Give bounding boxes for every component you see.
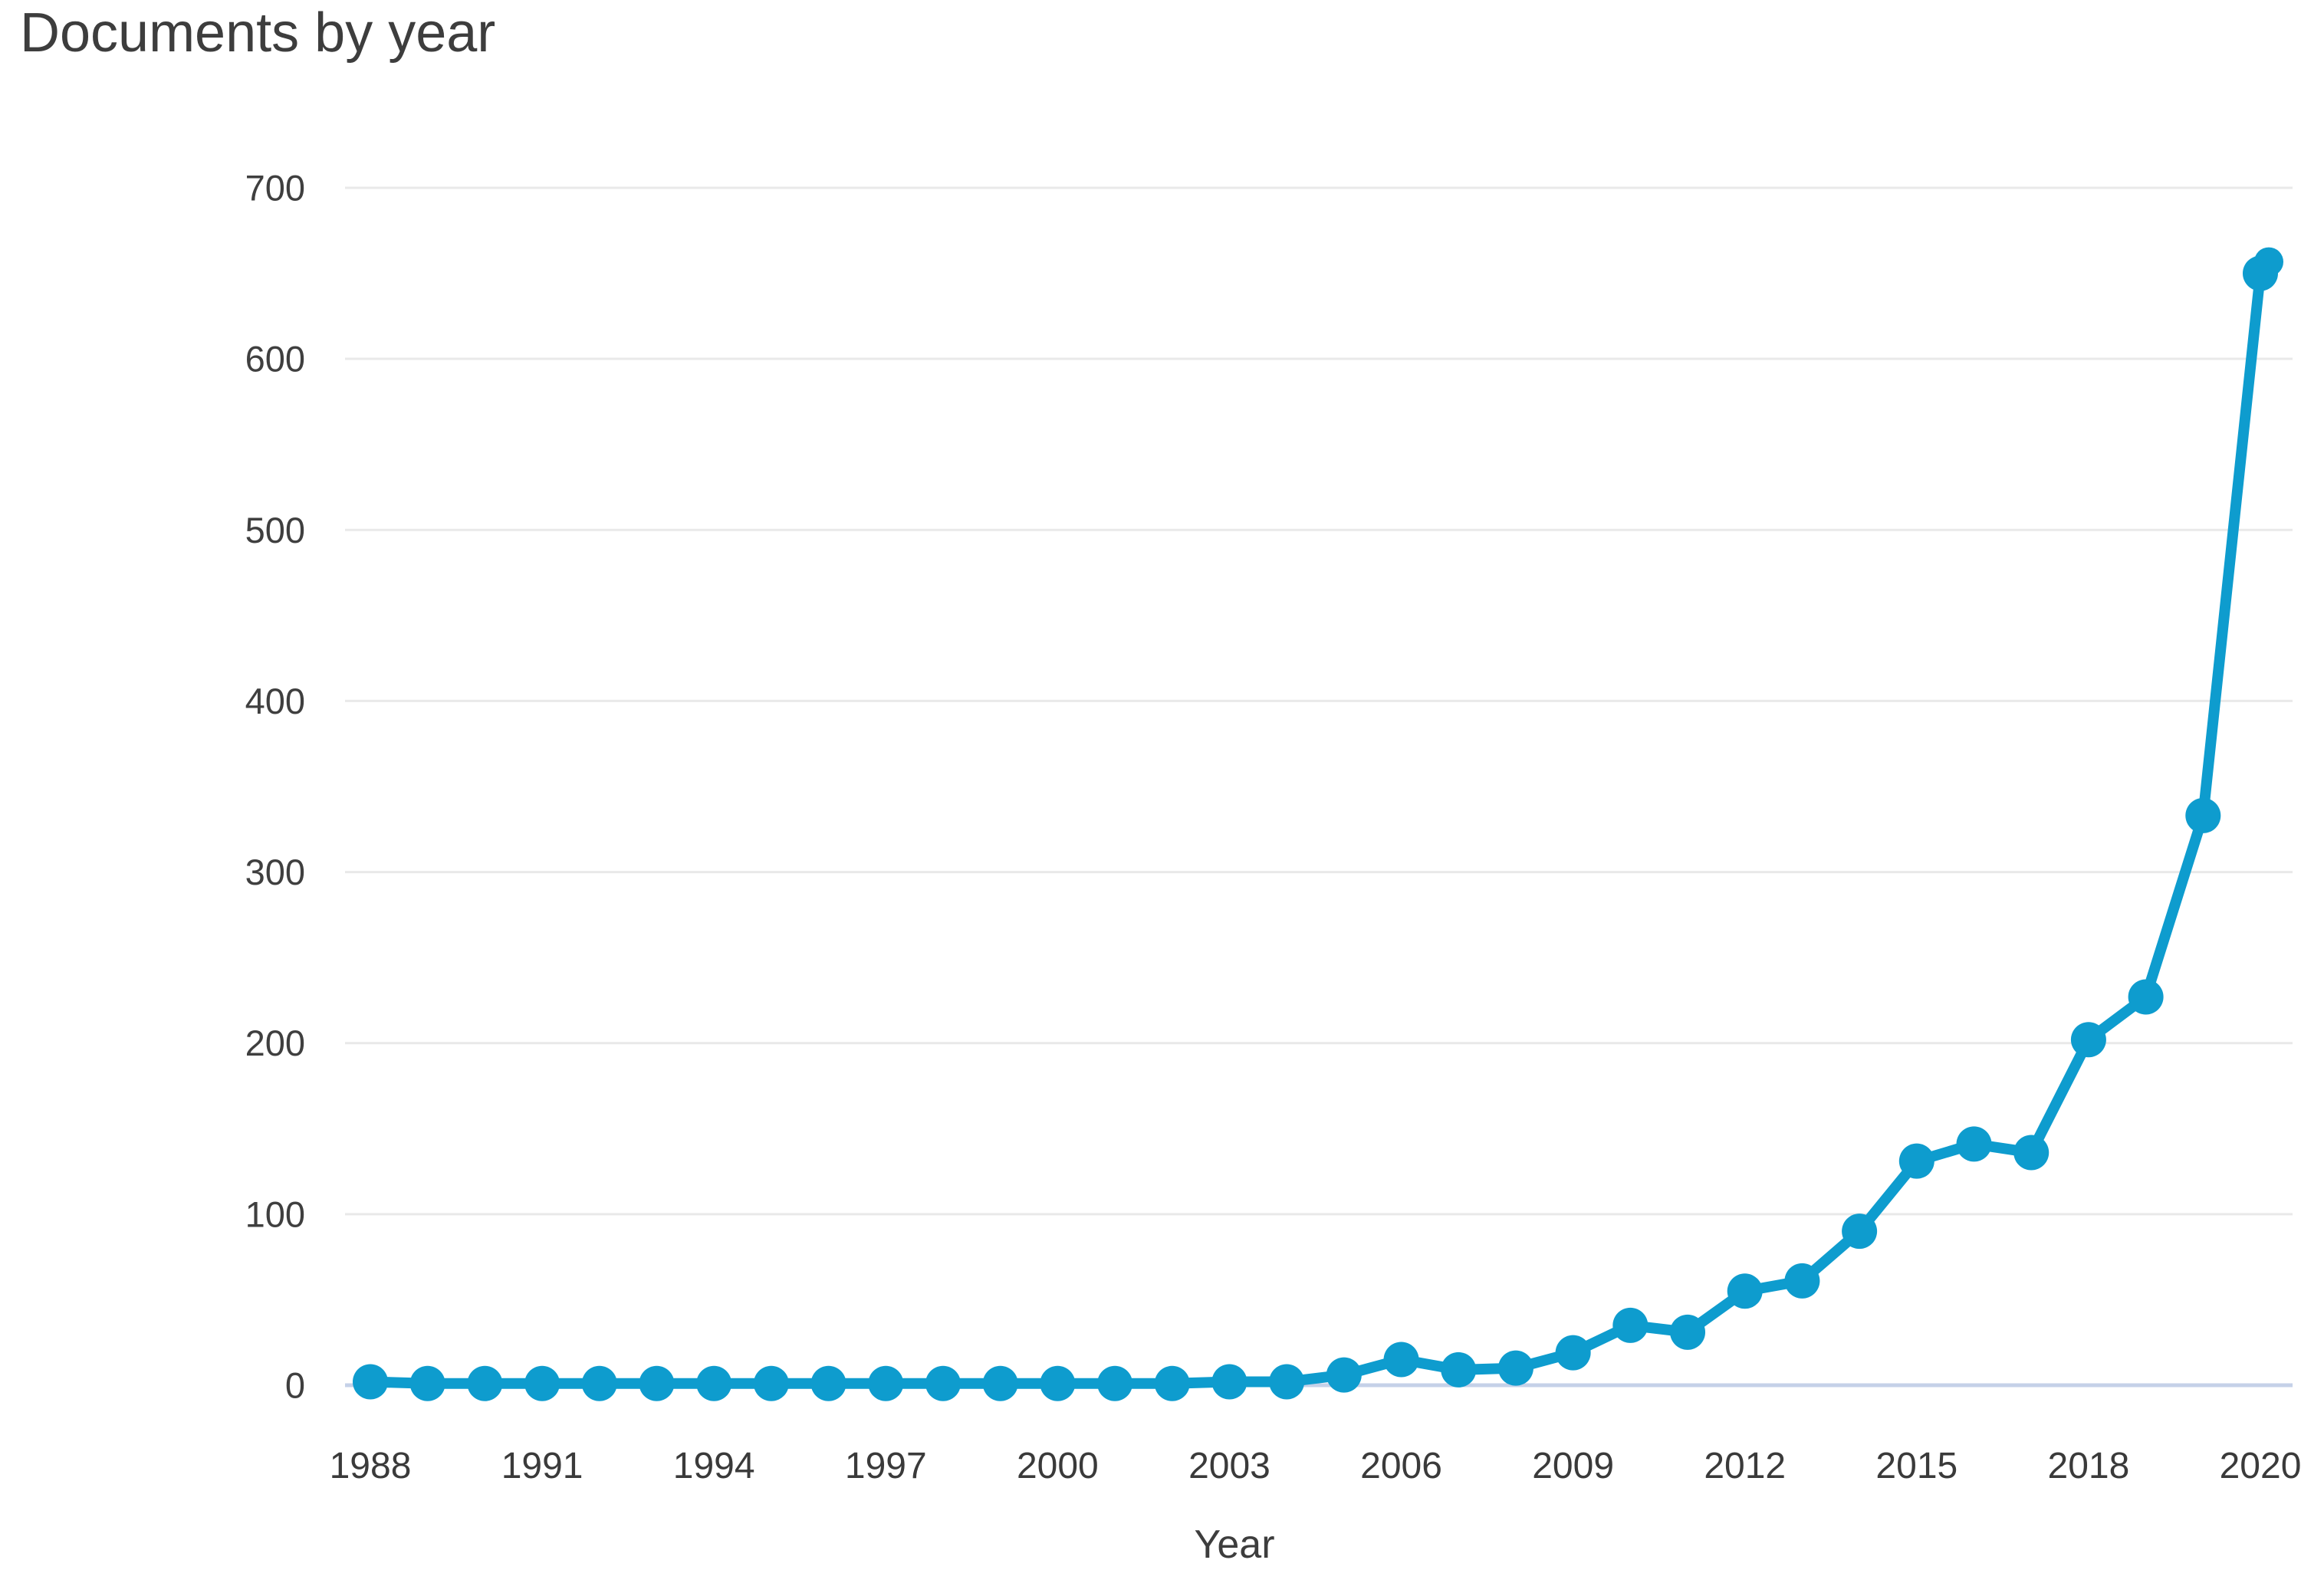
data-point-marker xyxy=(2013,1135,2050,1171)
chart-title: Documents by year xyxy=(20,2,496,64)
data-point-marker-overlap xyxy=(2254,247,2283,277)
x-tick-label: 2000 xyxy=(1017,1446,1099,1486)
data-point-marker xyxy=(2185,797,2221,833)
data-point-marker xyxy=(1269,1364,1305,1400)
data-point-marker xyxy=(1898,1143,1934,1179)
x-tick-label: 2018 xyxy=(2048,1446,2130,1486)
data-point-marker xyxy=(639,1365,675,1401)
data-point-marker xyxy=(1555,1335,1591,1371)
data-point-marker xyxy=(696,1365,732,1401)
data-point-marker xyxy=(1670,1314,1706,1350)
data-point-marker xyxy=(1154,1365,1190,1401)
data-point-marker xyxy=(353,1364,388,1400)
data-point-marker xyxy=(1727,1273,1763,1309)
x-tick-label: 2020 xyxy=(2220,1446,2302,1486)
data-point-marker xyxy=(982,1365,1018,1401)
data-point-marker xyxy=(524,1365,560,1401)
x-tick-label: 1988 xyxy=(330,1446,412,1486)
x-tick-label: 1994 xyxy=(673,1446,755,1486)
data-point-marker xyxy=(409,1365,445,1401)
data-point-marker xyxy=(1441,1351,1477,1388)
x-tick-label: 2012 xyxy=(1704,1446,1786,1486)
data-point-marker xyxy=(1842,1214,1878,1250)
y-tick-label: 100 xyxy=(245,1194,305,1234)
y-tick-label: 600 xyxy=(245,339,305,379)
x-axis-title: Year xyxy=(1194,1522,1275,1567)
x-tick-label: 2003 xyxy=(1188,1446,1270,1486)
y-tick-label: 200 xyxy=(245,1023,305,1063)
x-tick-label: 1991 xyxy=(501,1446,583,1486)
y-tick-label: 500 xyxy=(245,510,305,550)
data-point-marker xyxy=(2128,979,2164,1015)
data-point-marker xyxy=(753,1365,789,1401)
data-point-marker xyxy=(1097,1365,1133,1401)
series-line xyxy=(365,268,2266,1389)
data-point-marker xyxy=(467,1365,503,1401)
data-point-marker xyxy=(581,1365,617,1401)
data-point-marker xyxy=(1612,1307,1648,1343)
x-tick-label: 2006 xyxy=(1360,1446,1442,1486)
data-point-marker xyxy=(1211,1364,1247,1400)
data-point-marker xyxy=(1956,1126,1992,1162)
data-point-marker xyxy=(1383,1342,1419,1378)
data-point-marker xyxy=(868,1365,904,1401)
data-point-marker xyxy=(2070,1022,2106,1058)
y-tick-label: 400 xyxy=(245,681,305,721)
y-tick-label: 0 xyxy=(285,1365,305,1406)
x-tick-label: 2009 xyxy=(1532,1446,1614,1486)
data-point-marker xyxy=(1040,1365,1076,1401)
data-point-marker xyxy=(1784,1263,1820,1299)
data-point-marker xyxy=(810,1365,846,1401)
y-tick-label: 300 xyxy=(245,852,305,892)
data-point-marker xyxy=(1326,1357,1362,1393)
x-tick-label: 1997 xyxy=(845,1446,927,1486)
data-point-marker xyxy=(1497,1350,1533,1386)
data-point-marker xyxy=(925,1365,961,1401)
x-tick-label: 2015 xyxy=(1875,1446,1957,1486)
y-tick-label: 700 xyxy=(245,168,305,209)
